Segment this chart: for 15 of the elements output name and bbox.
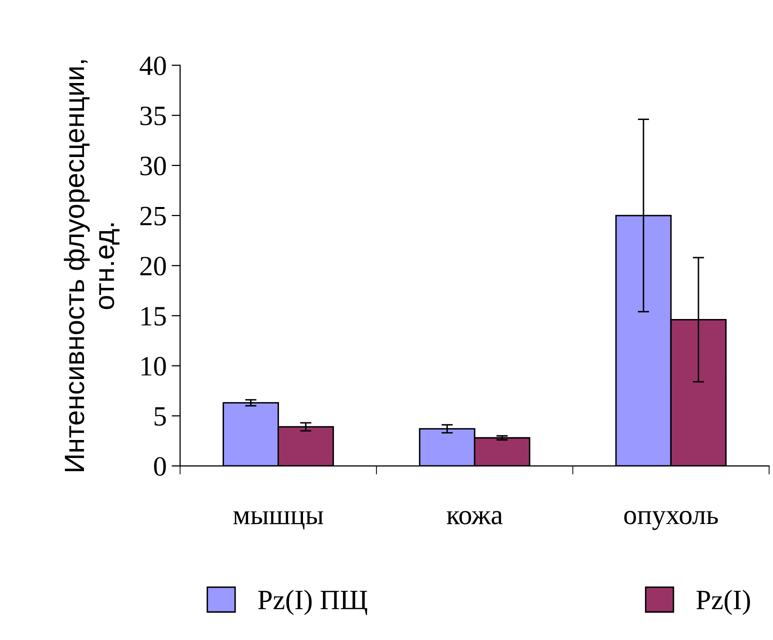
- legend-label: Pz(I) ПЩ: [258, 590, 368, 615]
- x-tick-label: опухоль: [624, 510, 718, 530]
- y-tick-label: 15: [142, 306, 166, 326]
- y-tick-label: 0: [154, 457, 166, 476]
- y-tick-label: 10: [142, 356, 166, 376]
- y-tick-label: 20: [140, 256, 166, 276]
- legend-label: Pz(I): [696, 590, 750, 615]
- y-axis-title: Интенсивность флуоресценции, отн.ед.: [64, 60, 120, 472]
- x-tick-label: мышцы: [233, 511, 324, 530]
- y-tick-label: 5: [154, 407, 166, 426]
- y-tick-label: 25: [140, 206, 166, 226]
- y-tick-label: 40: [140, 56, 166, 76]
- x-tick-label: кожа: [446, 510, 503, 524]
- y-tick-label: 30: [140, 156, 166, 176]
- y-tick-label: 35: [140, 106, 166, 126]
